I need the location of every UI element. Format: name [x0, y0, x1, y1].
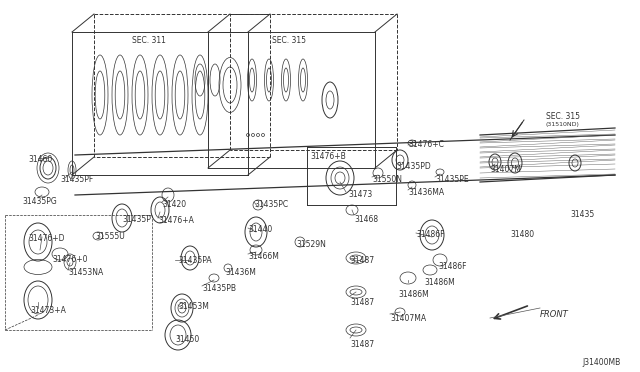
Text: FRONT: FRONT	[540, 310, 569, 319]
Text: 31436M: 31436M	[225, 268, 256, 277]
Text: 31440: 31440	[248, 225, 272, 234]
Text: 31473: 31473	[348, 190, 372, 199]
Text: 31487: 31487	[350, 298, 374, 307]
Text: 31487: 31487	[350, 340, 374, 349]
Text: 31435PC: 31435PC	[254, 200, 288, 209]
Text: 31555U: 31555U	[95, 232, 125, 241]
Text: 31453NA: 31453NA	[68, 268, 103, 277]
Text: 31435PF: 31435PF	[60, 175, 93, 184]
Text: 31486M: 31486M	[424, 278, 455, 287]
Text: 31420: 31420	[162, 200, 186, 209]
Text: SEC. 311: SEC. 311	[132, 36, 166, 45]
Text: 31435PG: 31435PG	[22, 197, 57, 206]
Text: 31407MA: 31407MA	[390, 314, 426, 323]
Text: 31435PE: 31435PE	[435, 175, 468, 184]
Text: 31487: 31487	[350, 256, 374, 265]
Text: 31476+0: 31476+0	[52, 255, 88, 264]
Text: 31435PD: 31435PD	[396, 162, 431, 171]
Text: 31450: 31450	[175, 335, 199, 344]
Text: 31476+B: 31476+B	[310, 152, 346, 161]
Text: 31435PB: 31435PB	[202, 284, 236, 293]
Text: SEC. 315: SEC. 315	[272, 36, 306, 45]
Text: J31400MB: J31400MB	[582, 358, 620, 367]
Text: 31486F: 31486F	[438, 262, 467, 271]
Text: 31466M: 31466M	[248, 252, 279, 261]
Text: 31436MA: 31436MA	[408, 188, 444, 197]
Text: 31435P: 31435P	[122, 215, 151, 224]
Text: 31407M: 31407M	[490, 165, 521, 174]
Text: 31476+A: 31476+A	[158, 216, 194, 225]
Text: (31510ND): (31510ND)	[546, 122, 580, 127]
Text: 31486M: 31486M	[398, 290, 429, 299]
Text: 31486F: 31486F	[416, 230, 445, 239]
Text: 31476+C: 31476+C	[408, 140, 444, 149]
Text: 31435: 31435	[570, 210, 595, 219]
Text: 31460: 31460	[28, 155, 52, 164]
Text: 31480: 31480	[510, 230, 534, 239]
Text: SEC. 315: SEC. 315	[546, 112, 580, 121]
Text: 31473+A: 31473+A	[30, 306, 66, 315]
Text: 31550N: 31550N	[372, 175, 402, 184]
Text: 31529N: 31529N	[296, 240, 326, 249]
Text: 31468: 31468	[354, 215, 378, 224]
Text: 31453M: 31453M	[178, 302, 209, 311]
Text: 31476+D: 31476+D	[28, 234, 65, 243]
Text: 31435PA: 31435PA	[178, 256, 212, 265]
